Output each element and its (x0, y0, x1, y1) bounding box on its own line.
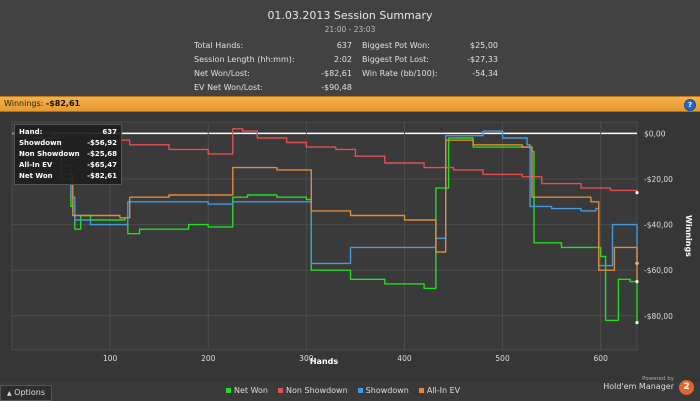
options-button[interactable]: ▲ Options (0, 385, 53, 401)
stat-label-session-length: Session Length (hh:mm): (194, 55, 295, 64)
footer-bar: ▲ Options Net Won Non Showdown Showdown … (0, 376, 700, 401)
y-axis-ticks: $0,00 -$20,00 -$40,00 -$60,00 -$80,00 (644, 129, 673, 320)
tooltip-hand-value: 637 (102, 128, 117, 136)
legend-swatch (278, 388, 283, 393)
stat-value-session-length: 2:02 (334, 55, 352, 64)
stat-value-win-rate: -54,34 (472, 69, 498, 78)
legend-all-in-ev[interactable]: All-In EV (418, 386, 461, 395)
help-icon[interactable]: ? (684, 99, 696, 111)
y-tick-label: -$80,00 (644, 312, 673, 321)
summary-time-range: 21:00 - 23:03 (324, 25, 376, 34)
x-tick-label: 200 (201, 354, 216, 363)
x-tick-label: 600 (594, 354, 609, 363)
winnings-bar: Winnings: -$82,61 ? (0, 96, 700, 112)
tooltip-row-net-won: Net Won -$82,61 (19, 171, 117, 182)
legend-label: Non Showdown (286, 386, 348, 395)
y-tick-label: $0,00 (644, 129, 666, 138)
series-endpoint-net-won (635, 321, 639, 325)
x-tick-label: 400 (397, 354, 412, 363)
chart-legend: Net Won Non Showdown Showdown All-In EV (226, 386, 460, 395)
stat-label-ev-net-won: EV Net Won/Lost: (194, 83, 263, 92)
powered-by-text: Powered by (642, 376, 674, 382)
stat-label-biggest-pot-lost: Biggest Pot Lost: (362, 55, 429, 64)
y-tick-label: -$40,00 (644, 221, 673, 230)
winnings-label: Winnings: (4, 99, 44, 108)
legend-label: All-In EV (426, 386, 461, 395)
legend-net-won[interactable]: Net Won (226, 386, 268, 395)
powered-by: Powered by Hold'em Manager (603, 376, 674, 391)
series-endpoint-non-showdown (635, 191, 639, 195)
stat-label-win-rate: Win Rate (bb/100): (362, 69, 438, 78)
stat-value-ev-net-won: -$90,48 (321, 83, 352, 92)
y-tick-label: -$60,00 (644, 266, 673, 275)
stat-label-total-hands: Total Hands: (194, 41, 244, 50)
legend-non-showdown[interactable]: Non Showdown (278, 386, 348, 395)
series-endpoint-all-in-ev (635, 280, 639, 284)
tooltip-row-showdown: Showdown -$56,92 (19, 138, 117, 149)
stat-label-net-won: Net Won/Lost: (194, 69, 250, 78)
summary-title: 01.03.2013 Session Summary (267, 9, 433, 22)
stat-label-biggest-pot-won: Biggest Pot Won: (362, 41, 430, 50)
stat-value-total-hands: 637 (336, 41, 352, 50)
legend-swatch (418, 388, 424, 393)
hover-tooltip: Hand: 637 Showdown -$56,92 Non Showdown … (14, 124, 122, 185)
legend-showdown[interactable]: Showdown (357, 386, 409, 395)
brand-name: Hold'em Manager (603, 382, 674, 391)
x-axis-ticks: 100 200 300 400 500 600 (103, 354, 608, 363)
tooltip-row-value: -$82,61 (87, 172, 117, 180)
series-lines (12, 128, 639, 325)
tooltip-row-label: Non Showdown (19, 150, 80, 158)
tooltip-header: Hand: 637 (19, 127, 117, 138)
legend-label: Net Won (234, 386, 268, 395)
tooltip-row-value: -$65,47 (87, 161, 117, 169)
series-line-all-in-ev (12, 132, 638, 282)
tooltip-row-value: -$56,92 (87, 139, 117, 147)
y-axis-label: Winnings (684, 215, 693, 257)
tooltip-hand-label: Hand: (19, 128, 43, 136)
tooltip-row-non-showdown: Non Showdown -$25,68 (19, 149, 117, 160)
series-line-net-won (12, 132, 638, 323)
legend-swatch (357, 388, 363, 393)
legend-swatch (226, 388, 231, 393)
x-tick-label: 500 (495, 354, 510, 363)
stat-value-biggest-pot-lost: -$27,33 (467, 55, 498, 64)
winnings-label-group: Winnings: -$82,61 (4, 99, 80, 108)
y-tick-label: -$20,00 (644, 175, 673, 184)
session-summary: 01.03.2013 Session Summary 21:00 - 23:03… (0, 0, 700, 96)
x-tick-label: 100 (103, 354, 118, 363)
triangle-up-icon: ▲ (7, 390, 12, 397)
series-line-non-showdown (12, 128, 638, 193)
winnings-value: -$82,61 (45, 99, 81, 108)
stat-value-net-won: -$82,61 (321, 69, 352, 78)
tooltip-row-value: -$25,68 (87, 150, 117, 158)
options-label: Options (14, 388, 46, 397)
stat-value-biggest-pot-won: $25,00 (470, 41, 498, 50)
x-tick-label: 300 (299, 354, 314, 363)
tooltip-row-label: Net Won (19, 172, 53, 180)
tooltip-row-label: Showdown (19, 139, 62, 147)
tooltip-row-label: All-In EV (19, 161, 53, 169)
legend-label: Showdown (365, 386, 409, 395)
x-axis-label: Hands (310, 357, 339, 366)
tooltip-row-all-in-ev: All-In EV -$65,47 (19, 160, 117, 171)
brand-logo-icon: 2 (679, 380, 694, 395)
